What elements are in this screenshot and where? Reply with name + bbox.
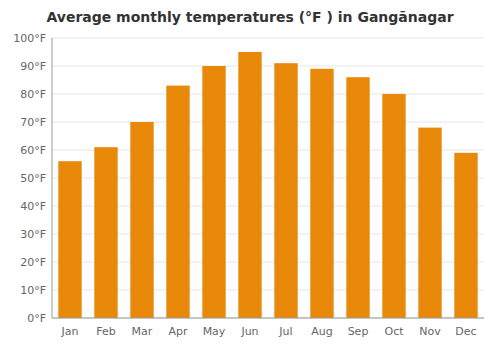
y-tick-label: 80°F bbox=[20, 88, 46, 101]
x-tick-label: Aug bbox=[311, 325, 332, 338]
bar bbox=[94, 147, 117, 318]
bar bbox=[346, 77, 369, 318]
grid-line bbox=[52, 122, 484, 123]
bar bbox=[454, 153, 477, 318]
x-tick-label: Apr bbox=[168, 325, 188, 338]
x-tick-label: Sep bbox=[348, 325, 369, 338]
bar bbox=[130, 122, 153, 318]
bars bbox=[58, 52, 477, 318]
grid-line bbox=[52, 94, 484, 95]
x-tick-label: Jan bbox=[61, 325, 79, 338]
grid-line bbox=[52, 38, 484, 39]
y-tick-label: 0°F bbox=[27, 312, 46, 325]
y-tick-label: 20°F bbox=[20, 256, 46, 269]
chart-svg: Average monthly temperatures (°F ) in Ga… bbox=[0, 0, 500, 350]
x-tick-label: Dec bbox=[455, 325, 476, 338]
grid-line bbox=[52, 318, 484, 319]
x-axis-line bbox=[52, 318, 484, 319]
x-tick-labels: Jan Feb Mar Apr May Jun Jul Aug Sep Oct Nov Dec bbox=[61, 325, 477, 338]
y-tick-label: 30°F bbox=[20, 228, 46, 241]
y-tick-labels: 0°F 10°F 20°F 30°F 40°F 50°F 60°F 70°F 80°F 90°F 1… bbox=[13, 32, 46, 325]
bar bbox=[58, 161, 81, 318]
x-tick-label: Mar bbox=[132, 325, 153, 338]
y-tick-label: 50°F bbox=[20, 172, 46, 185]
y-axis-line bbox=[52, 38, 53, 318]
bar bbox=[418, 128, 441, 318]
bar bbox=[274, 63, 297, 318]
page: {"chart_data": {"type": "bar", "title": … bbox=[0, 0, 500, 350]
bar bbox=[238, 52, 261, 318]
chart-title: Average monthly temperatures (°F ) in Ga… bbox=[46, 9, 453, 25]
y-grid bbox=[52, 38, 484, 318]
y-tick-label: 90°F bbox=[20, 60, 46, 73]
bar bbox=[310, 69, 333, 318]
bar bbox=[166, 86, 189, 318]
y-tick-label: 100°F bbox=[13, 32, 46, 45]
x-tick-label: May bbox=[203, 325, 226, 338]
y-tick-label: 10°F bbox=[20, 284, 46, 297]
x-tick-label: Nov bbox=[419, 325, 441, 338]
x-tick-label: Jul bbox=[278, 325, 292, 338]
bar bbox=[202, 66, 225, 318]
x-tick-label: Jun bbox=[240, 325, 258, 338]
x-tick-label: Feb bbox=[96, 325, 115, 338]
chart-container: Average monthly temperatures (°F ) in Ga… bbox=[0, 0, 500, 350]
grid-line bbox=[52, 66, 484, 67]
x-tick-label: Oct bbox=[384, 325, 404, 338]
y-tick-label: 60°F bbox=[20, 144, 46, 157]
bar bbox=[382, 94, 405, 318]
y-tick-label: 40°F bbox=[20, 200, 46, 213]
y-tick-label: 70°F bbox=[20, 116, 46, 129]
